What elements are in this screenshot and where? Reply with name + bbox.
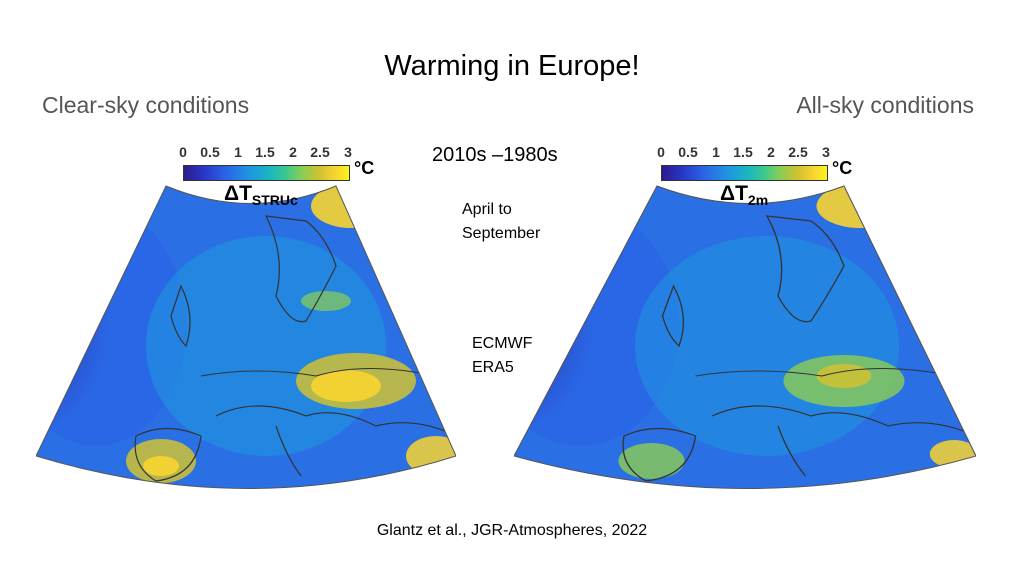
left-variable-subscript: STRUc	[251, 192, 298, 209]
map-frame	[514, 185, 976, 489]
right-variable-symbol: ΔT	[720, 182, 748, 205]
slide-title: Warming in Europe!	[384, 50, 640, 82]
scandinavia-outline	[264, 215, 337, 323]
left-variable-label: ΔTSTRUc	[224, 182, 298, 208]
season-line-2: September	[462, 225, 541, 242]
colorbar-tick: 2	[767, 144, 775, 160]
left-colorbar-ticks: 0 0.5 1 1.5 2 2.5 3	[179, 144, 383, 164]
colorbar-tick: 3	[822, 144, 830, 160]
iberia-outline	[622, 427, 697, 482]
british-isles-outline	[661, 284, 685, 348]
iberia-hot-spot	[143, 456, 179, 476]
right-variable-subscript: 2m	[747, 192, 769, 209]
left-colorbar-gradient	[183, 165, 350, 181]
right-colorbar-gradient	[661, 165, 828, 181]
colorbar-tick: 0	[179, 144, 187, 160]
right-colorbar-unit: °C	[832, 158, 853, 178]
season-line-1: April to	[462, 201, 512, 218]
colorbar-tick: 1.5	[733, 144, 753, 160]
iberia-outline	[134, 427, 202, 482]
scandinavia-outline	[765, 215, 845, 323]
italy-outline	[777, 425, 807, 477]
iberia-warm-area	[618, 443, 685, 479]
right-panel-heading: All-sky conditions	[796, 92, 974, 118]
dataset-line-2: ERA5	[472, 359, 514, 376]
central-europe-area	[635, 236, 899, 456]
citation: Glantz et al., JGR-Atmospheres, 2022	[376, 522, 648, 539]
left-variable-symbol: ΔT	[224, 182, 252, 205]
season-label: April to September	[462, 198, 540, 246]
left-panel-heading: Clear-sky conditions	[42, 92, 250, 118]
central-europe-area	[146, 236, 386, 456]
dataset-line-1: ECMWF	[472, 335, 533, 352]
italy-outline	[275, 425, 302, 477]
left-colorbar-unit: °C	[354, 158, 375, 178]
colorbar-tick: 2	[289, 144, 297, 160]
colorbar-tick: 2.5	[310, 144, 330, 160]
colorbar-tick: 1.5	[255, 144, 275, 160]
mediterranean-coast	[215, 405, 456, 437]
left-map	[36, 185, 456, 489]
colorbar-tick: 1	[712, 144, 720, 160]
colorbar-tick: 0	[657, 144, 665, 160]
right-colorbar-ticks: 0 0.5 1 1.5 2 2.5 3	[657, 144, 861, 164]
mediterranean-coast	[711, 405, 976, 437]
right-variable-label: ΔT2m	[720, 182, 768, 208]
map-frame	[36, 185, 456, 489]
dataset-label: ECMWF ERA5	[472, 332, 532, 380]
country-borders	[200, 368, 437, 377]
baltic-warm-area	[301, 291, 351, 311]
colorbar-tick: 2.5	[788, 144, 808, 160]
eastern-europe-hot-spot	[816, 364, 872, 388]
colorbar-tick: 3	[344, 144, 352, 160]
colorbar-tick: 0.5	[200, 144, 220, 160]
turkey-hot-spot	[929, 440, 976, 468]
right-map	[514, 185, 976, 489]
british-isles-outline	[170, 284, 191, 348]
country-borders	[695, 368, 955, 377]
colorbar-tick: 1	[234, 144, 242, 160]
eastern-europe-hot-spot	[311, 370, 381, 402]
colorbar-tick: 0.5	[678, 144, 698, 160]
period-label: 2010s –1980s	[432, 144, 558, 166]
